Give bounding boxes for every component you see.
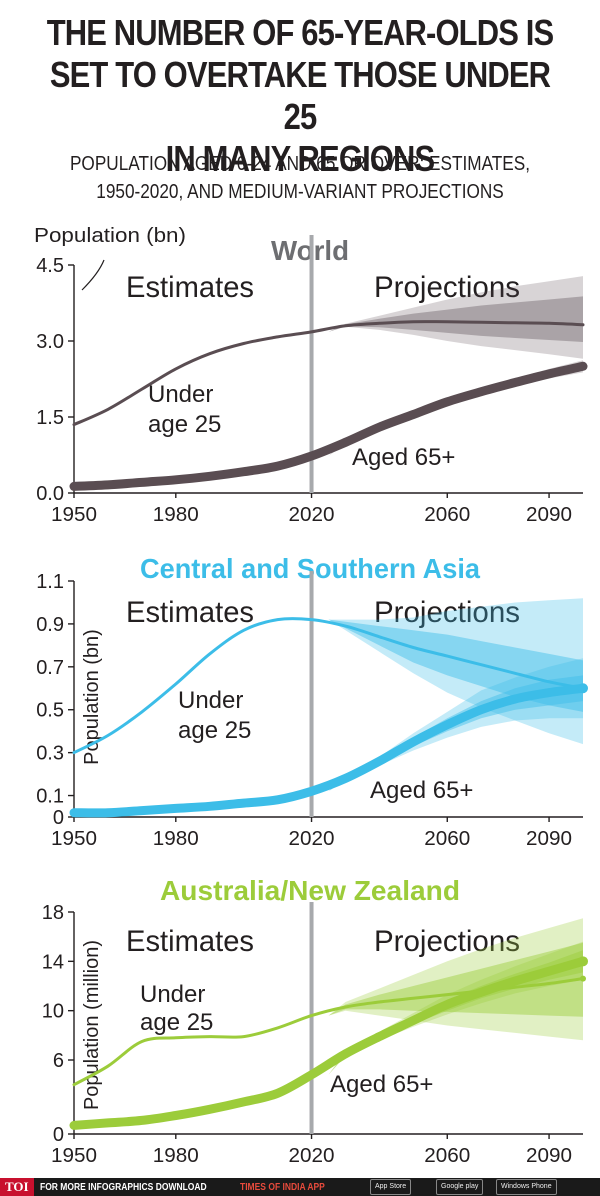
x-tick-label: 2060 xyxy=(424,828,470,850)
aged-65-label: Aged 65+ xyxy=(370,777,473,804)
x-tick-label: 2090 xyxy=(526,1145,572,1167)
windows-phone-badge[interactable]: Windows Phone xyxy=(496,1179,557,1195)
series-end-dot xyxy=(578,956,588,967)
series-end-dot xyxy=(578,683,588,694)
aged-65-line xyxy=(69,361,588,491)
x-tick-label: 2090 xyxy=(526,828,572,850)
estimates-label: Estimates xyxy=(126,925,254,958)
x-tick-label: 1950 xyxy=(51,1145,97,1167)
x-tick-label: 1980 xyxy=(153,1145,199,1167)
uncertainty-band-outer xyxy=(328,918,583,1041)
title-line: SET TO OVERTAKE THOSE UNDER 25 xyxy=(49,54,551,137)
x-tick-label: 2060 xyxy=(424,504,470,526)
uncertainty-band-inner xyxy=(328,296,583,342)
estimates-label: Estimates xyxy=(126,596,254,629)
y-tick-label: 10 xyxy=(42,1001,64,1023)
subtitle-line: POPULATION AGED 0-24 AND 65 OR OVER: EST… xyxy=(69,153,531,175)
under-25-label: age 25 xyxy=(148,411,221,438)
y-axis-label: Population (bn) xyxy=(81,629,103,765)
title-line: THE NUMBER OF 65-YEAR-OLDS IS xyxy=(46,12,554,53)
series-end-dot xyxy=(580,975,586,982)
y-tick-label: 0.0 xyxy=(36,483,64,505)
footer-text: FOR MORE INFOGRAPHICS DOWNLOAD xyxy=(39,1181,207,1193)
under-25-label: age 25 xyxy=(140,1009,213,1036)
uncertainty-band-inner xyxy=(328,675,583,792)
y-tick-label: 1.5 xyxy=(36,407,64,429)
uncertainty-band-outer xyxy=(328,598,583,745)
footer-bar: TOI FOR MORE INFOGRAPHICS DOWNLOAD TIMES… xyxy=(0,1178,600,1196)
subtitle-line: 1950-2020, AND MEDIUM-VARIANT PROJECTION… xyxy=(96,181,504,203)
toi-logo: TOI xyxy=(0,1178,34,1196)
uncertainty-band-outer xyxy=(328,276,583,359)
under-25-line xyxy=(72,320,585,427)
anz-chart: Australia/New Zealand Population (million… xyxy=(42,875,588,1167)
x-tick-label: 1950 xyxy=(51,828,97,850)
y-axis-label: Population (bn) xyxy=(34,225,186,247)
aged-65-line xyxy=(69,956,588,1130)
y-tick-label: 3.0 xyxy=(36,331,64,353)
chart-title: Australia/New Zealand xyxy=(160,875,460,906)
google-play-badge[interactable]: Google play xyxy=(436,1179,484,1195)
aged-65-label: Aged 65+ xyxy=(352,444,455,471)
y-tick-label: 0.5 xyxy=(36,700,64,722)
x-tick-label: 1980 xyxy=(153,828,199,850)
x-tick-label: 2020 xyxy=(289,828,335,850)
x-tick-label: 1980 xyxy=(153,504,199,526)
y-tick-label: 0 xyxy=(53,1124,64,1146)
aged-65-label: Aged 65+ xyxy=(330,1071,433,1098)
y-tick-label: 0 xyxy=(53,807,64,829)
under-25-label: Under xyxy=(178,687,243,714)
uncertainty-band-inner xyxy=(328,942,583,1017)
footer-brand: TIMES OF INDIA APP xyxy=(239,1181,325,1193)
y-tick-label: 4.5 xyxy=(36,255,64,277)
x-tick-label: 1950 xyxy=(51,504,97,526)
uncertainty-band-inner xyxy=(328,619,583,712)
app-store-badge[interactable]: App Store xyxy=(370,1179,412,1195)
world-chart: WorldPopulation (bn)0.01.53.04.519501980… xyxy=(34,225,588,526)
title-line: IN MANY REGIONS xyxy=(165,138,436,179)
y-tick-label: 0.9 xyxy=(36,614,64,636)
projections-label: Projections xyxy=(374,925,520,958)
y-tick-label: 18 xyxy=(42,902,64,924)
y-tick-label: 0.7 xyxy=(36,657,64,679)
y-tick-label: 1.1 xyxy=(36,571,64,593)
projections-label: Projections xyxy=(374,596,520,629)
under-25-label: age 25 xyxy=(178,717,251,744)
page-subtitle: POPULATION AGED 0-24 AND 65 OR OVER: EST… xyxy=(42,150,558,206)
x-tick-label: 2090 xyxy=(526,504,572,526)
page-title: THE NUMBER OF 65-YEAR-OLDS IS SET TO OVE… xyxy=(42,12,558,180)
y-tick-label: 0.3 xyxy=(36,743,64,765)
aged-65-line xyxy=(69,683,588,818)
under-25-label: Under xyxy=(148,381,213,408)
uncertainty-band-outer xyxy=(328,941,583,1075)
x-tick-label: 2060 xyxy=(424,1145,470,1167)
y-axis-label: Population (million) xyxy=(81,940,103,1110)
x-tick-label: 2020 xyxy=(289,504,335,526)
y-tick-label: 6 xyxy=(53,1050,64,1072)
estimates-label: Estimates xyxy=(126,271,254,304)
y-tick-label: 0.1 xyxy=(36,786,64,808)
x-tick-label: 2020 xyxy=(289,1145,335,1167)
under-25-line xyxy=(72,617,585,755)
projections-label: Projections xyxy=(374,271,520,304)
under-25-label: Under xyxy=(140,981,205,1008)
y-tick-label: 14 xyxy=(42,951,64,973)
y-label-leader xyxy=(81,259,105,291)
